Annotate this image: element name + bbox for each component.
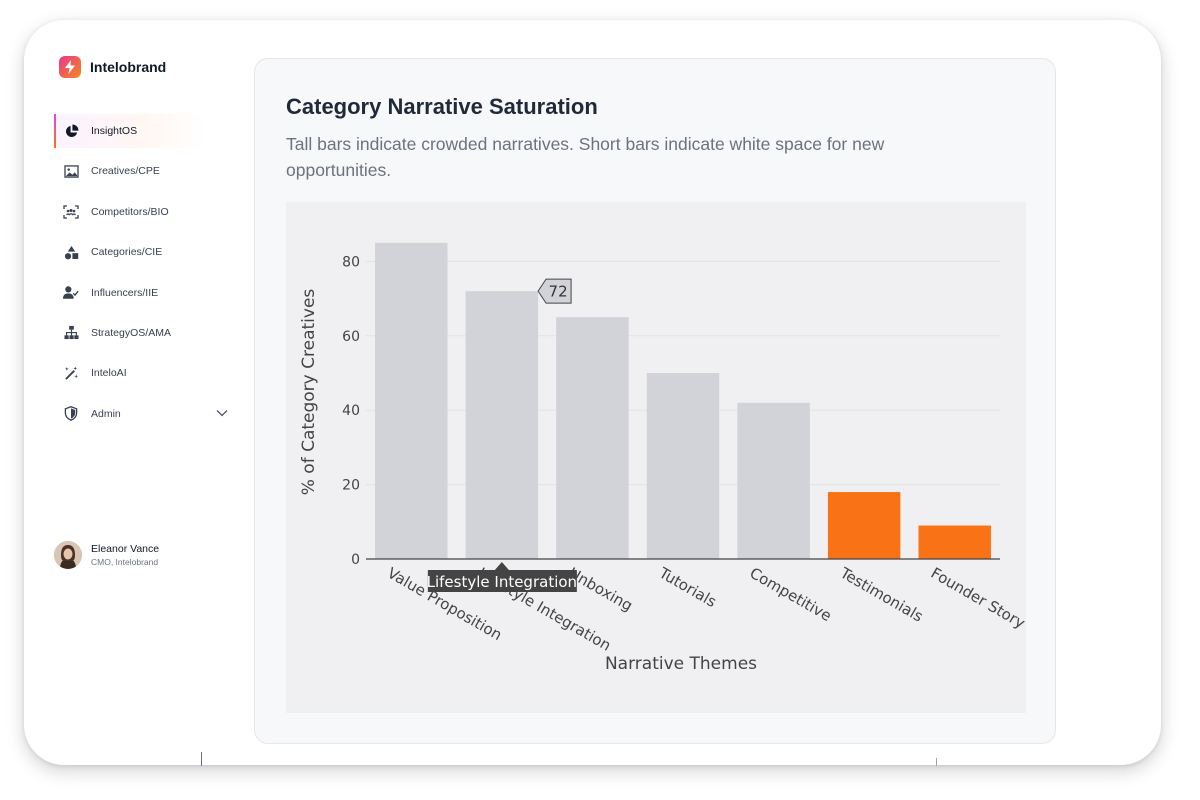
- sidebar-item-insightos[interactable]: InsightOS: [54, 114, 206, 148]
- users-frame-icon: [63, 204, 79, 220]
- user-role: CMO, Intelobrand: [91, 557, 159, 567]
- sidebar-item-label: Categories/CIE: [91, 246, 163, 259]
- brand-name: Intelobrand: [90, 59, 167, 75]
- sidebar-item-strategyos[interactable]: StrategyOS/AMA: [54, 316, 206, 350]
- app-window: Intelobrand InsightOS Creatives/CPE Comp…: [24, 20, 1161, 765]
- sidebar-item-label: Competitors/BIO: [91, 205, 169, 218]
- card-title: Category Narrative Saturation: [286, 94, 598, 119]
- y-tick-label: 80: [342, 254, 360, 270]
- sidebar-item-label: InsightOS: [91, 125, 138, 137]
- bar[interactable]: [827, 492, 901, 559]
- sidebar-item-inteloai[interactable]: InteloAI: [54, 356, 206, 390]
- hover-category-box: [427, 562, 577, 592]
- brand[interactable]: Intelobrand: [59, 56, 166, 78]
- sidebar-item-label: StrategyOS/AMA: [91, 326, 171, 339]
- bolt-icon: [59, 56, 81, 78]
- hover-category-label: Lifestyle Integration: [427, 573, 577, 591]
- chevron-down-icon[interactable]: [216, 408, 228, 420]
- x-tick-label: Founder Story: [928, 564, 1026, 632]
- y-axis-title: % of Category Creatives: [299, 289, 319, 496]
- x-tick-label: Testimonials: [836, 563, 926, 625]
- divider: [936, 758, 937, 766]
- card-subtitle: Tall bars indicate crowded narratives. S…: [286, 134, 885, 180]
- sidebar-item-label: Creatives/CPE: [91, 165, 160, 178]
- org-chart-icon: [63, 325, 79, 341]
- chart-card: Category Narrative Saturation Tall bars …: [254, 58, 1056, 744]
- bar[interactable]: [737, 402, 810, 559]
- bar[interactable]: [465, 291, 539, 559]
- y-tick-label: 20: [342, 478, 360, 494]
- bar[interactable]: [556, 317, 629, 559]
- sidebar-item-creatives[interactable]: Creatives/CPE: [54, 154, 206, 188]
- sidebar-item-competitors[interactable]: Competitors/BIO: [54, 195, 206, 229]
- sidebar-item-label: InteloAI: [91, 367, 127, 380]
- chart-plot[interactable]: 0 20 40 60 80 Value Proposition Lifestyle Inte…: [286, 202, 1026, 713]
- x-tick-label: Competitive: [747, 564, 835, 625]
- hover-value-box: [537, 278, 572, 304]
- user-check-icon: [63, 285, 79, 301]
- sidebar: Intelobrand InsightOS Creatives/CPE Comp…: [24, 20, 228, 765]
- user-profile[interactable]: Eleanor Vance CMO, Intelobrand: [54, 541, 159, 569]
- avatar: [54, 541, 82, 569]
- sidebar-item-admin[interactable]: Admin: [54, 397, 228, 431]
- sidebar-item-label: Influencers/IIE: [91, 286, 159, 299]
- x-tick-label: Tutorials: [655, 563, 720, 611]
- y-tick-label: 0: [351, 552, 360, 568]
- sidebar-item-influencers[interactable]: Influencers/IIE: [54, 276, 206, 310]
- sidebar-item-label: Admin: [91, 407, 121, 420]
- user-name: Eleanor Vance: [91, 543, 160, 555]
- sidebar-item-categories[interactable]: Categories/CIE: [54, 235, 206, 269]
- y-tick-label: 60: [342, 329, 360, 345]
- shapes-icon: [63, 244, 79, 260]
- bar[interactable]: [646, 373, 720, 559]
- shield-icon: [63, 406, 79, 422]
- bar[interactable]: [375, 242, 448, 560]
- hover-value-label: 72: [549, 283, 568, 301]
- bar[interactable]: [918, 525, 991, 559]
- x-axis-title: Narrative Themes: [605, 654, 757, 674]
- magic-wand-icon: [63, 365, 79, 381]
- y-tick-label: 40: [342, 403, 360, 419]
- divider: [201, 752, 202, 766]
- pie-chart-icon: [63, 123, 79, 139]
- image-icon: [63, 163, 79, 179]
- sidebar-nav: InsightOS Creatives/CPE Competitors/BIO …: [54, 114, 228, 437]
